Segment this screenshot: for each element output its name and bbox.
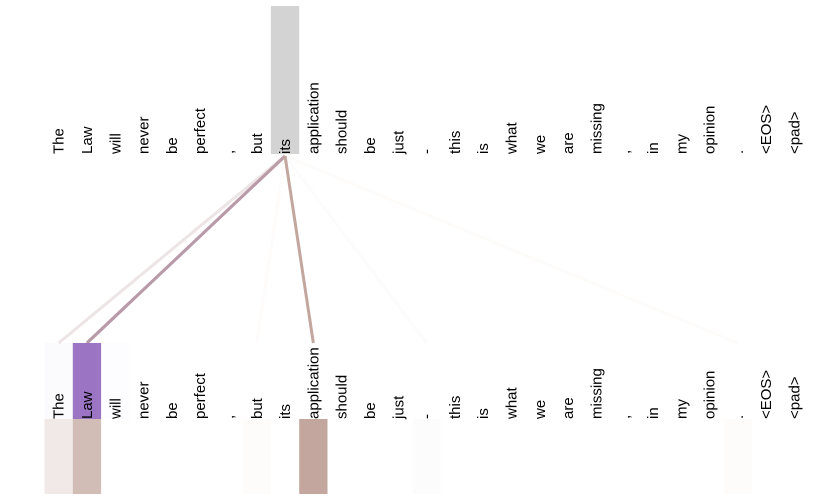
bottom-token[interactable]: should: [334, 375, 351, 419]
attention-block: [44, 419, 73, 494]
attention-line: [57, 154, 287, 345]
top-token[interactable]: Law: [79, 126, 96, 154]
top-token[interactable]: this: [447, 131, 464, 154]
bottom-token[interactable]: but: [249, 397, 266, 419]
bottom-token[interactable]: in: [645, 407, 662, 419]
top-token[interactable]: are: [560, 132, 577, 154]
top-token[interactable]: missing: [588, 103, 605, 154]
top-token[interactable]: will: [107, 133, 124, 155]
bottom-token[interactable]: missing: [588, 368, 605, 419]
attention-line: [283, 155, 315, 344]
bottom-token[interactable]: this: [447, 396, 464, 419]
top-token-highlight: [270, 6, 300, 154]
attention-block: [72, 419, 102, 494]
bottom-token[interactable]: what: [503, 386, 520, 420]
bottom-token[interactable]: my: [673, 399, 690, 419]
top-token[interactable]: is: [475, 143, 492, 154]
top-token[interactable]: never: [136, 116, 153, 154]
attention-block: [299, 419, 328, 494]
bottom-token[interactable]: are: [560, 397, 577, 419]
top-token[interactable]: be: [164, 137, 181, 154]
bottom-token[interactable]: just: [390, 395, 407, 420]
bottom-token[interactable]: is: [475, 408, 492, 419]
top-token[interactable]: its: [277, 139, 294, 154]
bottom-token-weight: [72, 343, 102, 419]
top-token[interactable]: ,: [617, 150, 634, 154]
top-token[interactable]: we: [532, 135, 549, 155]
bottom-token[interactable]: be: [362, 402, 379, 419]
top-token[interactable]: <EOS>: [758, 105, 775, 154]
bottom-token[interactable]: perfect: [192, 372, 209, 419]
attention-lines: [57, 154, 739, 345]
top-token[interactable]: perfect: [192, 107, 209, 154]
bottom-token[interactable]: Law: [79, 391, 96, 419]
top-token[interactable]: in: [645, 142, 662, 154]
top-token[interactable]: opinion: [702, 106, 719, 154]
bottom-attention-blocks: [44, 343, 752, 494]
bottom-token[interactable]: never: [136, 381, 153, 419]
attention-block: [412, 419, 440, 494]
top-token[interactable]: should: [334, 110, 351, 154]
attention-line: [57, 154, 287, 345]
top-token[interactable]: ,: [220, 150, 237, 154]
top-token[interactable]: what: [503, 121, 520, 155]
attention-line: [284, 154, 739, 345]
bottom-token[interactable]: The: [51, 393, 68, 419]
attention-line: [255, 155, 287, 344]
top-token[interactable]: be: [362, 137, 379, 154]
top-token[interactable]: but: [249, 132, 266, 154]
bottom-token-row: The Law will never be perfect, but its applicati…: [51, 347, 804, 420]
top-token[interactable]: -: [419, 149, 436, 154]
bottom-token[interactable]: its: [277, 404, 294, 419]
top-token[interactable]: .: [730, 150, 747, 154]
bottom-token[interactable]: we: [532, 400, 549, 420]
top-token[interactable]: The: [51, 128, 68, 154]
top-token[interactable]: application: [305, 82, 322, 154]
bottom-token[interactable]: be: [164, 402, 181, 419]
bottom-token[interactable]: application: [305, 347, 322, 419]
bottom-token[interactable]: <EOS>: [758, 370, 775, 419]
bottom-token[interactable]: -: [419, 414, 436, 419]
bottom-token[interactable]: ,: [617, 415, 634, 419]
bottom-token-weight: [44, 343, 73, 419]
top-token-row: The Law will never be perfect, but its applicati…: [51, 6, 803, 155]
top-token[interactable]: just: [390, 130, 407, 155]
attention-line: [85, 154, 287, 345]
attention-block: [242, 419, 271, 494]
attention-block: [723, 419, 752, 494]
bottom-token[interactable]: opinion: [702, 371, 719, 419]
bottom-token[interactable]: ,: [220, 415, 237, 419]
bottom-token[interactable]: .: [730, 415, 747, 419]
bottom-token[interactable]: will: [107, 398, 124, 420]
top-token[interactable]: my: [673, 134, 690, 154]
bottom-token[interactable]: <pad>: [786, 376, 803, 419]
top-token[interactable]: <pad>: [786, 111, 803, 154]
